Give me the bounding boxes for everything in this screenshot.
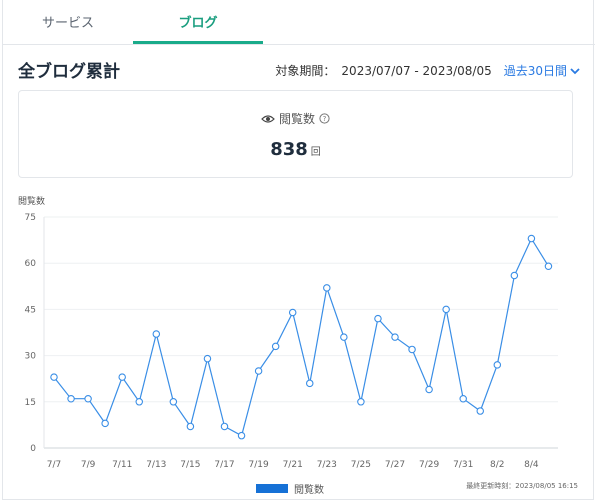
data-point (237, 431, 246, 440)
y-axis-label: 閲覧数 (18, 197, 46, 207)
period-selector[interactable]: 過去30日間 (504, 62, 580, 79)
data-point (271, 342, 280, 351)
x-tick-label: 7/21 (283, 460, 303, 470)
data-point (476, 407, 484, 415)
legend-swatch (256, 484, 288, 493)
data-point (203, 354, 212, 363)
data-point (101, 419, 109, 428)
y-tick-label: 15 (25, 398, 36, 408)
data-point (323, 284, 331, 292)
data-point (408, 345, 416, 354)
y-tick-label: 45 (25, 305, 36, 315)
data-point (186, 422, 195, 431)
x-tick-label: 7/27 (385, 460, 405, 470)
x-tick-label: 7/29 (419, 460, 439, 470)
x-tick-label: 7/31 (453, 460, 473, 470)
data-point (67, 394, 75, 403)
period-label: 対象期間： (275, 64, 336, 78)
x-tick-label: 7/19 (248, 460, 268, 470)
tab-bar: サービス ブログ (3, 0, 595, 45)
summary-unit: 回 (310, 147, 321, 158)
last-updated: 最終更新時刻：2023/08/05 16:15 (466, 482, 578, 490)
chart-legend[interactable]: 閲覧数 (256, 481, 324, 496)
period-info: 対象期間： 2023/07/07 - 2023/08/05 過去30日間 (275, 62, 580, 79)
data-point (391, 333, 399, 341)
x-tick-label: 7/7 (47, 460, 61, 470)
data-point (544, 262, 553, 271)
x-tick-label: 7/15 (180, 460, 200, 470)
x-tick-label: 7/9 (81, 460, 96, 470)
y-tick-label: 75 (25, 213, 36, 223)
eye-icon (261, 114, 275, 123)
y-tick-label: 0 (30, 444, 36, 454)
tab-blog[interactable]: ブログ (133, 0, 263, 44)
period-selector-label: 過去30日間 (503, 64, 567, 78)
data-point (84, 394, 92, 403)
data-point (254, 367, 263, 375)
svg-text:?: ? (323, 115, 327, 123)
data-point (340, 333, 348, 341)
x-tick-label: 8/2 (490, 460, 504, 470)
data-point (135, 398, 144, 406)
summary-number: 838 (270, 139, 308, 160)
summary-title-label: 閲覧数 (278, 112, 315, 126)
chevron-down-icon (570, 67, 580, 74)
data-point (152, 330, 161, 338)
data-point (527, 234, 536, 243)
x-tick-label: 7/25 (351, 460, 371, 470)
data-point (50, 373, 58, 381)
x-tick-label: 7/11 (112, 460, 132, 470)
data-point (220, 422, 229, 431)
page-title: 全ブログ累計 (18, 62, 120, 82)
data-point (357, 398, 365, 406)
tab-service[interactable]: サービス (41, 16, 94, 31)
x-tick-label: 8/4 (524, 460, 539, 470)
period-range: 2023/07/07 - 2023/08/05 (341, 63, 492, 78)
summary-value: 838 回 (19, 139, 572, 160)
x-tick-label: 7/13 (146, 460, 166, 470)
data-point (425, 385, 433, 394)
x-tick-label: 7/17 (214, 460, 234, 470)
data-point (442, 305, 450, 314)
help-icon[interactable]: ? (319, 113, 330, 124)
data-point (288, 308, 297, 317)
data-point (374, 314, 382, 323)
x-tick-label: 7/23 (317, 460, 337, 470)
summary-card: 閲覧数 ? 838 回 (18, 90, 573, 178)
data-point (118, 373, 126, 381)
y-tick-label: 30 (25, 352, 37, 362)
legend-label: 閲覧数 (294, 485, 324, 496)
data-point (169, 398, 178, 406)
data-point (459, 394, 467, 403)
data-point (305, 379, 314, 388)
series-line (53, 237, 550, 437)
data-point (510, 271, 519, 280)
summary-title: 閲覧数 ? (19, 110, 572, 127)
y-tick-label: 60 (25, 259, 37, 269)
data-point (493, 361, 502, 369)
